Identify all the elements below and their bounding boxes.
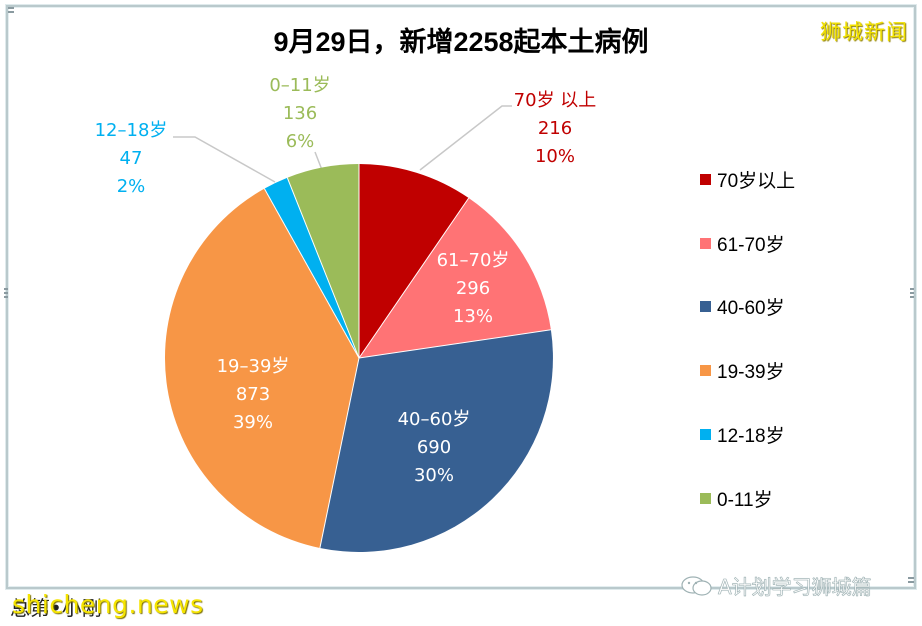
pie-slice-40-60[interactable] bbox=[319, 329, 553, 552]
legend-swatch-icon bbox=[700, 237, 711, 249]
brand-logo-text: 狮城新闻 bbox=[820, 20, 908, 44]
wechat-icon bbox=[681, 575, 712, 596]
data-label-40-60-pct: 30% bbox=[413, 465, 454, 486]
resize-handle-left[interactable] bbox=[4, 288, 8, 300]
data-label-61-70-name: 61–70岁 bbox=[436, 250, 510, 271]
legend-item-70plus[interactable]: 70岁以上 bbox=[700, 166, 795, 192]
legend-swatch-icon bbox=[700, 364, 711, 376]
data-label-19-39-value: 873 bbox=[235, 384, 271, 405]
data-label-0-11-pct: 6% bbox=[285, 131, 315, 152]
footer-account-name: A计划学习狮城篇 bbox=[718, 575, 872, 600]
legend-label: 0-11岁 bbox=[717, 489, 773, 511]
legend-item-12-18[interactable]: 12-18岁 bbox=[700, 421, 785, 447]
data-label-70plus-name: 70岁 以上 bbox=[513, 90, 597, 111]
pie-slice-12-18[interactable] bbox=[264, 177, 359, 358]
data-label-0-11: 0–11岁 136 6% bbox=[245, 72, 355, 156]
data-label-40-60-value: 690 bbox=[416, 437, 452, 458]
resize-handle-right[interactable] bbox=[910, 288, 914, 300]
data-label-61-70-value: 296 bbox=[455, 278, 491, 299]
pie-slice-61-70[interactable] bbox=[359, 198, 551, 358]
footer-watermark: shicheng.news bbox=[12, 590, 204, 619]
pie-slice-19-39[interactable] bbox=[164, 188, 359, 548]
legend-swatch-icon bbox=[700, 173, 711, 185]
data-label-40-60-name: 40–60岁 bbox=[397, 409, 471, 430]
legend-item-0-11[interactable]: 0-11岁 bbox=[700, 485, 773, 511]
leader-line-70plus bbox=[419, 105, 512, 171]
legend-swatch-icon bbox=[700, 492, 711, 504]
data-label-70plus-pct: 10% bbox=[534, 146, 575, 167]
legend-item-40-60[interactable]: 40-60岁 bbox=[700, 293, 785, 319]
footer-author-text: 总第•小刚 bbox=[10, 596, 102, 620]
footer-account: A计划学习狮城篇 bbox=[680, 571, 872, 600]
legend-label: 19-39岁 bbox=[717, 361, 785, 383]
pie-slice-0-11[interactable] bbox=[287, 163, 359, 358]
leader-line-12-18 bbox=[173, 136, 276, 183]
data-label-19-39-pct: 39% bbox=[232, 412, 273, 433]
data-label-19-39: 19–39岁 873 39% bbox=[198, 353, 308, 437]
data-label-12-18-name: 12–18岁 bbox=[94, 120, 168, 141]
data-label-0-11-value: 136 bbox=[282, 103, 318, 124]
resize-handle-topleft[interactable] bbox=[8, 7, 14, 13]
legend-item-19-39[interactable]: 19-39岁 bbox=[700, 357, 785, 383]
legend-label: 40-60岁 bbox=[717, 297, 785, 319]
data-label-0-11-name: 0–11岁 bbox=[269, 75, 331, 96]
legend-swatch-icon bbox=[700, 428, 711, 440]
chart-title: 9月29日，新增2258起本土病例 bbox=[273, 27, 649, 57]
data-label-19-39-name: 19–39岁 bbox=[216, 356, 290, 377]
data-label-70plus-value: 216 bbox=[537, 118, 573, 139]
legend-label: 61-70岁 bbox=[717, 234, 785, 256]
data-label-40-60: 40–60岁 690 30% bbox=[379, 406, 489, 490]
legend-item-61-70[interactable]: 61-70岁 bbox=[700, 230, 785, 256]
data-label-61-70-pct: 13% bbox=[452, 306, 493, 327]
legend-label: 70岁以上 bbox=[717, 170, 796, 192]
legend-label: 12-18岁 bbox=[717, 425, 785, 447]
data-label-61-70: 61–70岁 296 13% bbox=[418, 247, 528, 331]
pie-slice-70plus[interactable] bbox=[359, 164, 469, 358]
resize-handle-bottomright[interactable] bbox=[908, 577, 914, 583]
legend-swatch-icon bbox=[700, 300, 711, 312]
leader-line-0-11 bbox=[314, 151, 323, 171]
data-label-12-18: 12–18岁 47 2% bbox=[76, 117, 186, 201]
data-label-70plus: 70岁 以上 216 10% bbox=[500, 87, 610, 171]
data-label-12-18-pct: 2% bbox=[116, 176, 146, 197]
data-label-12-18-value: 47 bbox=[119, 148, 143, 169]
